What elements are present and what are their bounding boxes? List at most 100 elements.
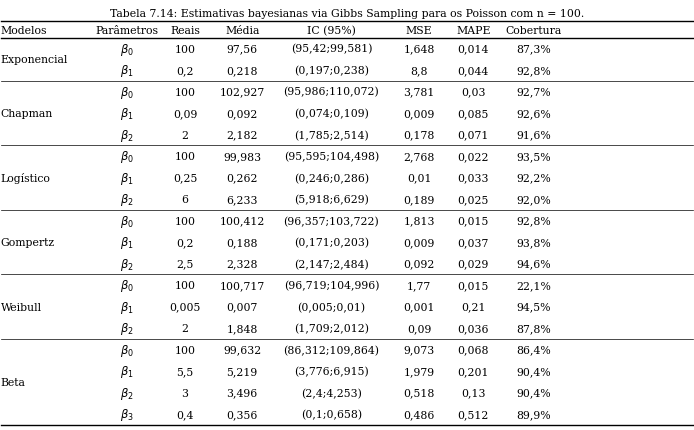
Text: 0,015: 0,015: [457, 280, 489, 290]
Text: 0,044: 0,044: [457, 66, 489, 76]
Text: (1,785;2,514): (1,785;2,514): [294, 130, 369, 140]
Text: 0,025: 0,025: [457, 195, 489, 205]
Text: $\beta_{1}$: $\beta_{1}$: [120, 299, 134, 315]
Text: 93,8%: 93,8%: [516, 237, 551, 248]
Text: 0,356: 0,356: [226, 409, 258, 419]
Text: $\beta_{1}$: $\beta_{1}$: [120, 363, 134, 379]
Text: 1,648: 1,648: [403, 44, 435, 55]
Text: (5,918;6,629): (5,918;6,629): [294, 194, 369, 205]
Text: 22,1%: 22,1%: [516, 280, 551, 290]
Text: 92,0%: 92,0%: [516, 195, 551, 205]
Text: 91,6%: 91,6%: [516, 130, 551, 140]
Text: 0,09: 0,09: [173, 109, 197, 119]
Text: 5,5: 5,5: [176, 366, 194, 376]
Text: 0,201: 0,201: [457, 366, 489, 376]
Text: 87,3%: 87,3%: [516, 44, 551, 55]
Text: 90,4%: 90,4%: [516, 366, 551, 376]
Text: $\beta_{2}$: $\beta_{2}$: [120, 385, 134, 401]
Text: Gompertz: Gompertz: [1, 237, 55, 248]
Text: 99,632: 99,632: [223, 345, 262, 355]
Text: $\beta_{0}$: $\beta_{0}$: [120, 213, 134, 229]
Text: 100: 100: [174, 152, 196, 162]
Text: 90,4%: 90,4%: [516, 388, 551, 398]
Text: 0,015: 0,015: [457, 216, 489, 226]
Text: 0,009: 0,009: [403, 109, 435, 119]
Text: 6,233: 6,233: [226, 195, 258, 205]
Text: 92,8%: 92,8%: [516, 216, 551, 226]
Text: 1,848: 1,848: [226, 323, 258, 333]
Text: 0,033: 0,033: [457, 173, 489, 183]
Text: (1,709;2,012): (1,709;2,012): [294, 323, 369, 333]
Text: 0,218: 0,218: [226, 66, 258, 76]
Text: 94,5%: 94,5%: [516, 302, 551, 312]
Text: 92,8%: 92,8%: [516, 66, 551, 76]
Text: $\beta_{2}$: $\beta_{2}$: [120, 192, 134, 208]
Text: (95,986;110,072): (95,986;110,072): [284, 87, 379, 98]
Text: 3,781: 3,781: [403, 87, 435, 97]
Text: Cobertura: Cobertura: [505, 26, 562, 36]
Text: 0,009: 0,009: [403, 237, 435, 248]
Text: (96,719;104,996): (96,719;104,996): [284, 280, 379, 291]
Text: 3,496: 3,496: [226, 388, 258, 398]
Text: (0,1;0,658): (0,1;0,658): [301, 409, 362, 419]
Text: 0,09: 0,09: [407, 323, 432, 333]
Text: 0,071: 0,071: [457, 130, 489, 140]
Text: Parâmetros: Parâmetros: [96, 26, 158, 36]
Text: Exponencial: Exponencial: [1, 55, 68, 65]
Text: $\beta_{0}$: $\beta_{0}$: [120, 84, 134, 100]
Text: 1,77: 1,77: [407, 280, 431, 290]
Text: 0,001: 0,001: [403, 302, 435, 312]
Text: 2,768: 2,768: [403, 152, 435, 162]
Text: (3,776;6,915): (3,776;6,915): [294, 366, 369, 376]
Text: 100: 100: [174, 216, 196, 226]
Text: (0,005;0,01): (0,005;0,01): [297, 302, 366, 312]
Text: $\beta_{2}$: $\beta_{2}$: [120, 320, 134, 336]
Text: 92,2%: 92,2%: [516, 173, 551, 183]
Text: 2,182: 2,182: [226, 130, 258, 140]
Text: 0,262: 0,262: [226, 173, 258, 183]
Text: 0,486: 0,486: [403, 409, 435, 419]
Text: (96,357;103,722): (96,357;103,722): [284, 216, 379, 226]
Text: IC (95%): IC (95%): [307, 26, 356, 36]
Text: (2,4;4,253): (2,4;4,253): [301, 387, 362, 398]
Text: 92,7%: 92,7%: [516, 87, 551, 97]
Text: 89,9%: 89,9%: [516, 409, 551, 419]
Text: 92,6%: 92,6%: [516, 109, 551, 119]
Text: 100: 100: [174, 87, 196, 97]
Text: $\beta_{1}$: $\beta_{1}$: [120, 106, 134, 122]
Text: 0,005: 0,005: [169, 302, 201, 312]
Text: 93,5%: 93,5%: [516, 152, 551, 162]
Text: 0,01: 0,01: [407, 173, 432, 183]
Text: $\beta_{1}$: $\beta_{1}$: [120, 63, 134, 79]
Text: 102,927: 102,927: [219, 87, 265, 97]
Text: 0,022: 0,022: [457, 152, 489, 162]
Text: $\beta_{0}$: $\beta_{0}$: [120, 277, 134, 293]
Text: (95,595;104,498): (95,595;104,498): [284, 151, 379, 162]
Text: $\beta_{1}$: $\beta_{1}$: [120, 170, 134, 186]
Text: $\beta_{2}$: $\beta_{2}$: [120, 127, 134, 143]
Text: 0,029: 0,029: [457, 259, 489, 269]
Text: 2,5: 2,5: [176, 259, 194, 269]
Text: $\beta_{1}$: $\beta_{1}$: [120, 234, 134, 251]
Text: 97,56: 97,56: [227, 44, 257, 55]
Text: 0,189: 0,189: [403, 195, 435, 205]
Text: (2,147;2,484): (2,147;2,484): [294, 259, 369, 269]
Text: $\beta_{2}$: $\beta_{2}$: [120, 256, 134, 272]
Text: 0,2: 0,2: [176, 237, 194, 248]
Text: 0,178: 0,178: [403, 130, 435, 140]
Text: 0,03: 0,03: [461, 87, 486, 97]
Text: Logístico: Logístico: [1, 173, 51, 184]
Text: 2: 2: [181, 323, 189, 333]
Text: Beta: Beta: [1, 377, 26, 387]
Text: 1,979: 1,979: [404, 366, 434, 376]
Text: (95,42;99,581): (95,42;99,581): [291, 44, 372, 55]
Text: 0,512: 0,512: [457, 409, 489, 419]
Text: Modelos: Modelos: [1, 26, 47, 36]
Text: (0,246;0,286): (0,246;0,286): [294, 173, 369, 183]
Text: Tabela 7.14: Estimativas bayesianas via Gibbs Sampling para os Poisson com n = 1: Tabela 7.14: Estimativas bayesianas via …: [110, 9, 584, 19]
Text: $\beta_{3}$: $\beta_{3}$: [120, 406, 134, 422]
Text: 1,813: 1,813: [403, 216, 435, 226]
Text: MAPE: MAPE: [456, 26, 491, 36]
Text: 2: 2: [181, 130, 189, 140]
Text: 0,2: 0,2: [176, 66, 194, 76]
